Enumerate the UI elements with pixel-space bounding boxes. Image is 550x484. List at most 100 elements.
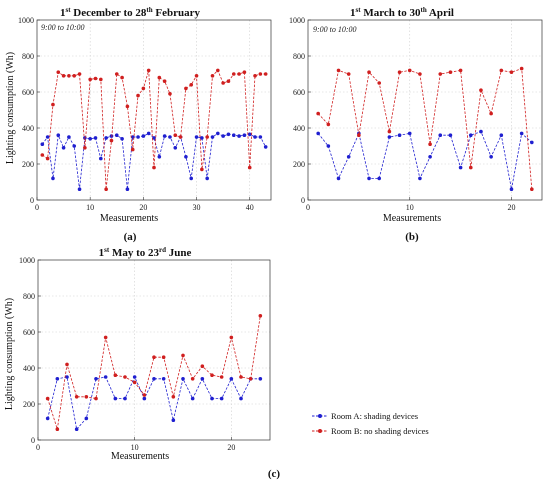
data-point-room-b — [397, 70, 402, 74]
data-point-room-b — [181, 353, 185, 358]
x-axis-label: Measurements — [111, 451, 169, 462]
data-point-room-b — [530, 187, 534, 191]
data-point-room-a — [190, 396, 195, 401]
data-point-room-a — [142, 396, 147, 401]
data-point-room-b — [141, 86, 146, 91]
data-point-room-a — [136, 135, 140, 139]
panel-label: (a) — [124, 231, 137, 243]
data-point-room-b — [88, 77, 92, 82]
data-point-room-b — [489, 111, 493, 116]
data-point-room-b — [190, 377, 195, 381]
data-point-room-b — [458, 68, 463, 73]
chart-panel-b: 1st March to 30th April 0200400600800100… — [289, 6, 543, 243]
plot-area: 0 200 400 600 800 1000 0 10 20 30 40 — [18, 16, 272, 212]
data-point-room-b — [84, 395, 89, 399]
data-point-room-b — [377, 81, 382, 85]
data-point-room-a — [200, 136, 204, 140]
data-point-room-b — [237, 72, 241, 76]
plot-area: 0 200 400 600 800 1000 0 10 20 — [289, 16, 543, 212]
data-point-room-a — [161, 377, 166, 381]
data-point-room-b — [55, 427, 60, 432]
chart-panel-c: 1st May to 23rd June 0 200 400 600 800 1000 0 1… — [4, 246, 280, 480]
y-tick-label: 200 — [293, 160, 305, 169]
series-line-room-a — [41, 132, 267, 190]
data-point-room-a — [132, 375, 137, 379]
data-point-room-a — [519, 131, 524, 136]
data-point-room-a — [109, 134, 114, 138]
data-point-room-b — [178, 135, 183, 139]
data-point-room-a — [397, 133, 402, 137]
data-point-room-a — [125, 187, 130, 191]
data-point-room-a — [84, 416, 89, 421]
data-point-room-a — [103, 375, 108, 379]
data-point-room-b — [438, 72, 443, 76]
chart-title: 1st May to 23rd June — [99, 246, 192, 259]
y-tick-label: 0 — [301, 196, 305, 205]
time-annotation: 9:00 to 10:00 — [41, 23, 85, 32]
data-point-room-a — [377, 176, 382, 181]
data-point-room-b — [258, 72, 263, 76]
data-point-room-a — [181, 377, 185, 381]
data-point-room-b — [162, 79, 167, 83]
x-tick-label: 0 — [35, 203, 39, 212]
data-point-room-a — [45, 416, 50, 421]
data-point-room-b — [231, 72, 236, 76]
legend: Room A: shading devices Room B: no shadi… — [312, 411, 429, 436]
data-point-room-a — [253, 135, 257, 139]
data-point-room-b — [263, 72, 268, 76]
data-point-room-b — [51, 102, 55, 107]
data-point-room-b — [130, 147, 135, 152]
data-point-room-a — [489, 155, 493, 159]
y-tick-label: 1000 — [19, 256, 35, 265]
data-point-room-a — [189, 176, 194, 181]
data-point-room-b — [253, 74, 257, 78]
data-point-room-b — [56, 70, 61, 74]
data-point-room-a — [45, 135, 50, 139]
data-point-room-b — [219, 375, 224, 379]
data-point-room-a — [173, 146, 178, 150]
data-point-room-b — [210, 74, 215, 78]
data-point-room-b — [161, 355, 166, 360]
data-point-room-b — [61, 74, 66, 78]
x-tick-label: 10 — [131, 443, 139, 452]
data-point-room-b — [77, 72, 82, 76]
data-point-room-b — [132, 380, 137, 385]
data-point-room-a — [468, 133, 473, 137]
y-tick-label: 400 — [23, 364, 35, 373]
data-point-room-a — [428, 155, 432, 159]
data-point-room-a — [237, 134, 241, 138]
data-point-room-b — [479, 88, 483, 92]
data-point-room-a — [438, 133, 443, 137]
data-point-room-a — [194, 135, 199, 139]
y-tick-label: 0 — [30, 196, 34, 205]
data-point-room-a — [205, 176, 209, 181]
x-tick-label: 20 — [507, 203, 515, 212]
y-tick-label: 600 — [22, 88, 34, 97]
data-point-room-a — [326, 144, 331, 148]
data-point-room-b — [72, 74, 77, 78]
data-point-room-a — [458, 165, 463, 170]
axes-frame — [307, 19, 543, 201]
data-point-room-b — [168, 92, 172, 96]
data-point-room-b — [316, 111, 320, 116]
series-line-room-a — [317, 131, 533, 190]
data-point-room-b — [194, 74, 199, 78]
data-point-room-b — [104, 187, 108, 191]
data-point-room-a — [239, 396, 243, 401]
data-point-room-b — [229, 335, 234, 340]
data-point-room-a — [448, 133, 453, 137]
x-tick-label: 20 — [227, 443, 235, 452]
data-point-room-b — [146, 68, 151, 73]
panel-label: (b) — [405, 231, 419, 243]
data-point-room-a — [99, 156, 103, 161]
data-point-room-b — [407, 68, 412, 73]
data-point-room-a — [61, 146, 66, 150]
data-point-room-a — [200, 377, 205, 381]
y-axis-label: Lighting consumption (Wh) — [5, 52, 16, 164]
data-point-room-a — [74, 427, 79, 432]
x-tick-label: 10 — [86, 203, 94, 212]
y-tick-label: 800 — [23, 292, 35, 301]
data-point-room-a — [152, 377, 156, 381]
data-point-room-b — [205, 135, 209, 139]
time-annotation: 9:00 to 10:00 — [313, 25, 357, 34]
